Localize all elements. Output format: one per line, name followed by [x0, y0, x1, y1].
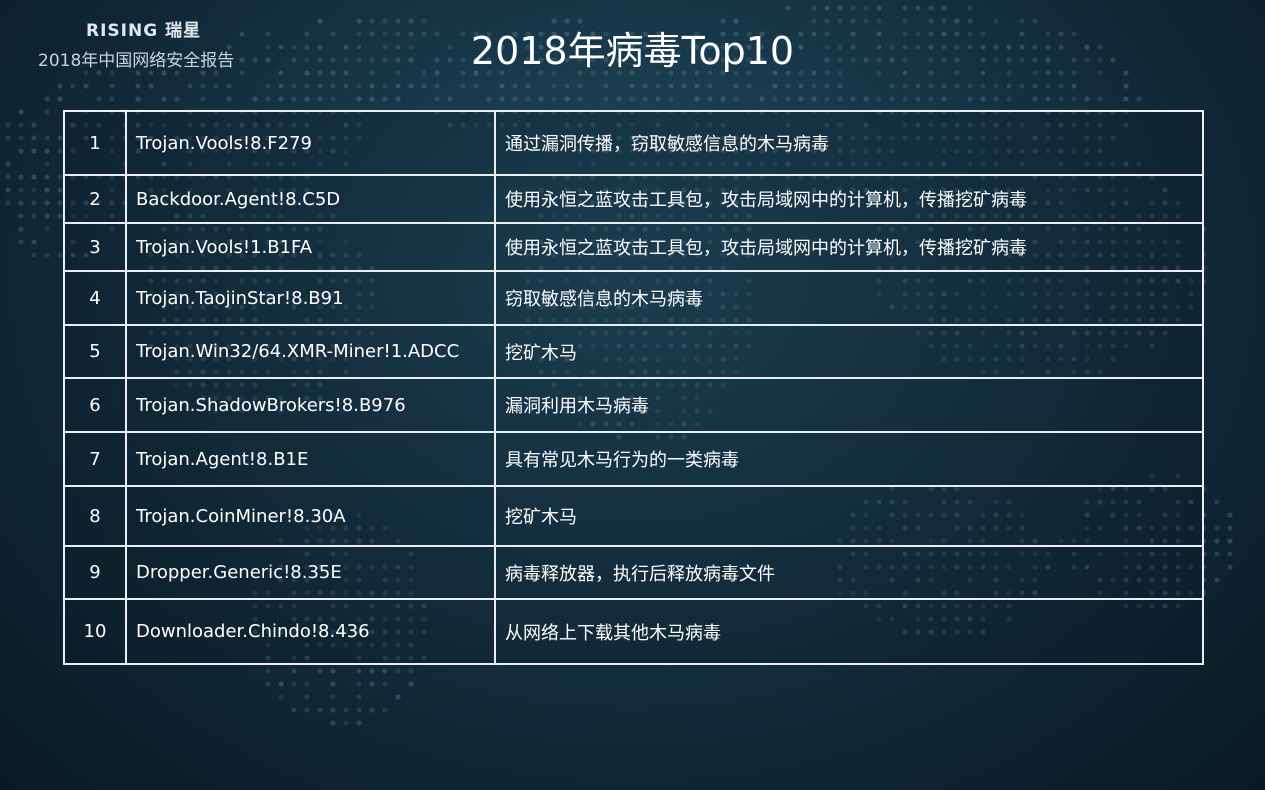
table-row: 6 Trojan.ShadowBrokers!8.B976 漏洞利用木马病毒: [63, 377, 1204, 433]
table-row: 9 Dropper.Generic!8.35E 病毒释放器，执行后释放病毒文件: [63, 545, 1204, 600]
table-row: 1 Trojan.Vools!8.F279 通过漏洞传播，窃取敏感信息的木马病毒: [63, 110, 1204, 176]
virus-name-cell: Trojan.Agent!8.B1E: [125, 431, 496, 487]
virus-description-cell: 窃取敏感信息的木马病毒: [494, 270, 1204, 326]
virus-description-cell: 具有常见木马行为的一类病毒: [494, 431, 1204, 487]
virus-name-cell: Dropper.Generic!8.35E: [125, 545, 496, 600]
report-subtitle: 2018年中国网络安全报告: [38, 51, 235, 71]
page-title: 2018年病毒Top10: [470, 29, 795, 73]
virus-description-cell: 使用永恒之蓝攻击工具包，攻击局域网中的计算机，传播挖矿病毒: [494, 174, 1204, 224]
rising-logo: RISING 瑞星: [86, 21, 202, 41]
rank-cell: 2: [63, 174, 127, 224]
virus-name-cell: Trojan.Vools!1.B1FA: [125, 222, 496, 272]
rank-cell: 5: [63, 324, 127, 379]
virus-description-cell: 漏洞利用木马病毒: [494, 377, 1204, 433]
virus-name-cell: Downloader.Chindo!8.436: [125, 598, 496, 665]
rank-cell: 3: [63, 222, 127, 272]
virus-name-cell: Backdoor.Agent!8.C5D: [125, 174, 496, 224]
virus-description-cell: 使用永恒之蓝攻击工具包，攻击局域网中的计算机，传播挖矿病毒: [494, 222, 1204, 272]
table-row: 4 Trojan.TaojinStar!8.B91 窃取敏感信息的木马病毒: [63, 270, 1204, 326]
table-row: 5 Trojan.Win32/64.XMR-Miner!1.ADCC 挖矿木马: [63, 324, 1204, 379]
rank-cell: 10: [63, 598, 127, 665]
table-row: 7 Trojan.Agent!8.B1E 具有常见木马行为的一类病毒: [63, 431, 1204, 487]
rank-cell: 4: [63, 270, 127, 326]
table-row: 8 Trojan.CoinMiner!8.30A 挖矿木马: [63, 485, 1204, 547]
virus-name-cell: Trojan.ShadowBrokers!8.B976: [125, 377, 496, 433]
virus-description-cell: 通过漏洞传播，窃取敏感信息的木马病毒: [494, 110, 1204, 176]
virus-name-cell: Trojan.Win32/64.XMR-Miner!1.ADCC: [125, 324, 496, 379]
virus-description-cell: 挖矿木马: [494, 485, 1204, 547]
virus-top10-table: 1 Trojan.Vools!8.F279 通过漏洞传播，窃取敏感信息的木马病毒…: [63, 110, 1204, 665]
virus-name-cell: Trojan.CoinMiner!8.30A: [125, 485, 496, 547]
virus-description-cell: 病毒释放器，执行后释放病毒文件: [494, 545, 1204, 600]
table-row: 3 Trojan.Vools!1.B1FA 使用永恒之蓝攻击工具包，攻击局域网中…: [63, 222, 1204, 272]
rank-cell: 8: [63, 485, 127, 547]
rank-cell: 9: [63, 545, 127, 600]
virus-description-cell: 从网络上下载其他木马病毒: [494, 598, 1204, 665]
rank-cell: 1: [63, 110, 127, 176]
table-row: 10 Downloader.Chindo!8.436 从网络上下载其他木马病毒: [63, 598, 1204, 665]
virus-name-cell: Trojan.TaojinStar!8.B91: [125, 270, 496, 326]
rank-cell: 7: [63, 431, 127, 487]
rank-cell: 6: [63, 377, 127, 433]
virus-name-cell: Trojan.Vools!8.F279: [125, 110, 496, 176]
table-row: 2 Backdoor.Agent!8.C5D 使用永恒之蓝攻击工具包，攻击局域网…: [63, 174, 1204, 224]
virus-description-cell: 挖矿木马: [494, 324, 1204, 379]
